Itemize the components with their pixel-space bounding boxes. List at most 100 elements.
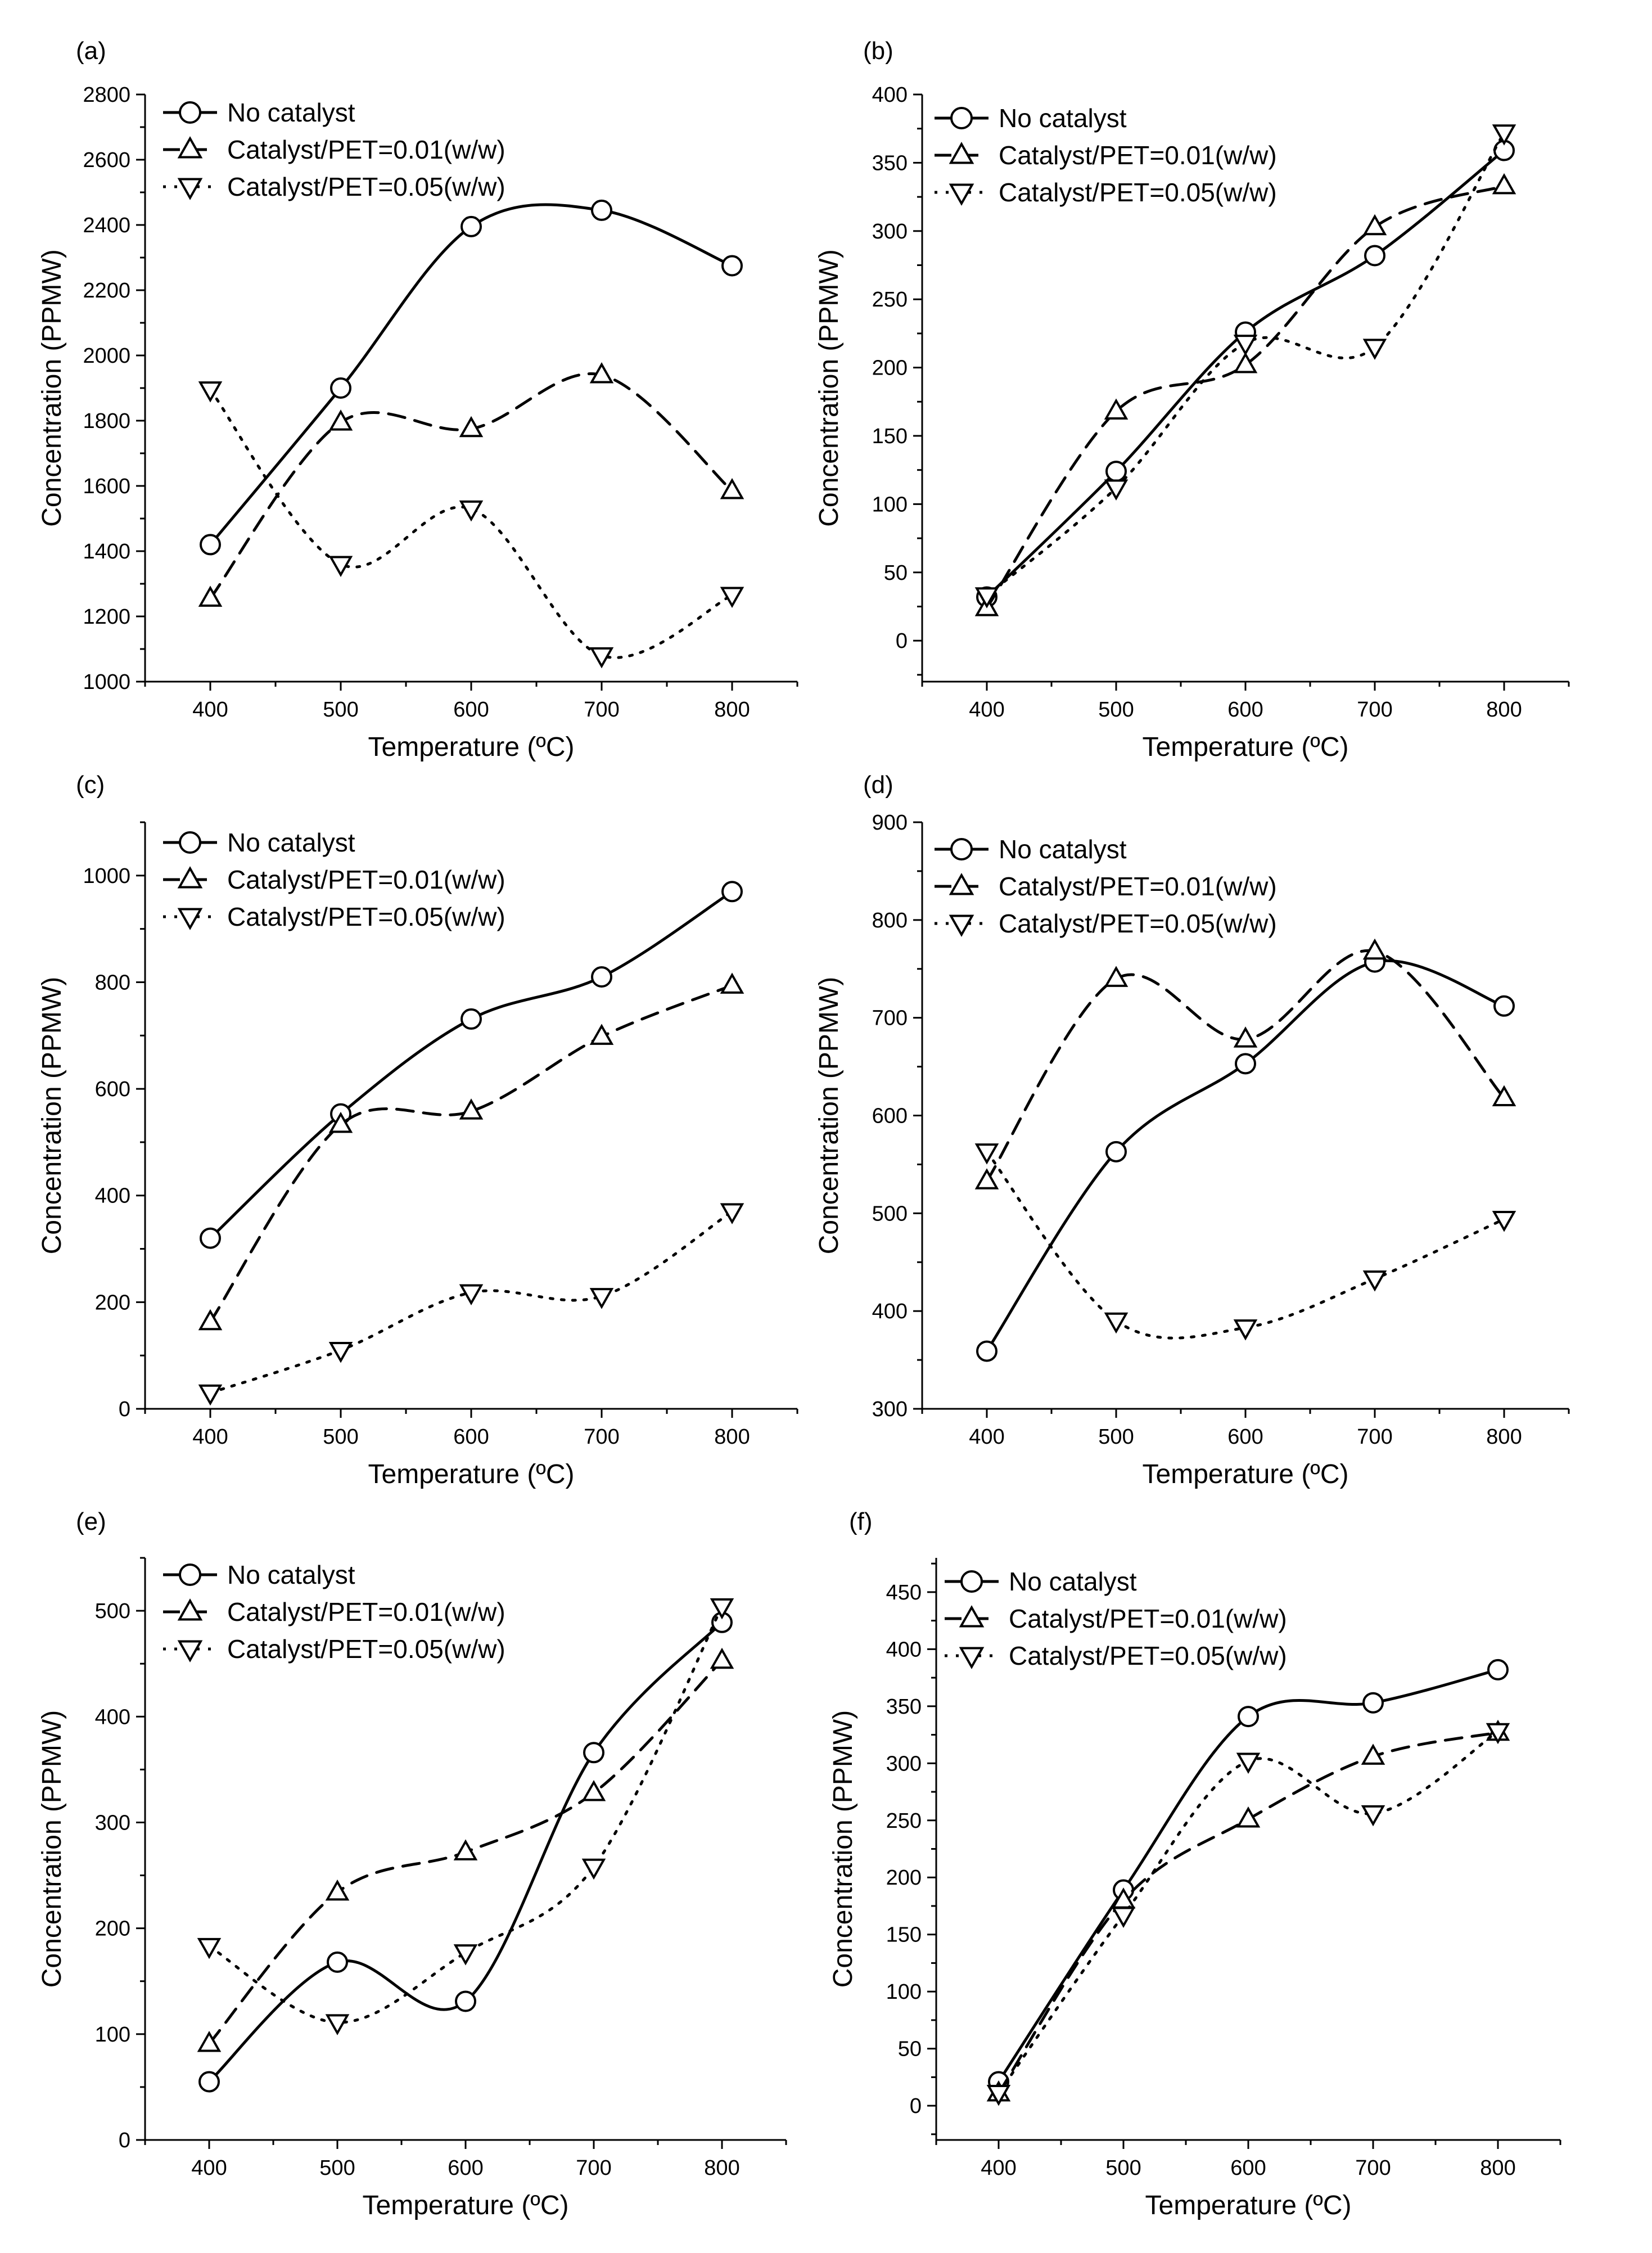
legend-label: Catalyst/PET=0.05(w/w): [227, 172, 505, 201]
y-axis-title: Concentration (PPMW): [37, 977, 67, 1254]
data-point: [459, 1284, 484, 1306]
data-point: [1233, 1319, 1258, 1341]
data-point: [1235, 1053, 1256, 1075]
x-tick-label: 600: [448, 2156, 483, 2180]
x-axis-title: Temperature (ºC): [368, 732, 575, 762]
x-tick-label: 400: [969, 1425, 1004, 1449]
legend-marker: [960, 1570, 983, 1593]
x-tick-label: 500: [323, 1425, 358, 1449]
y-tick-label: 0: [896, 629, 908, 653]
chart-panel: (f) 0 50 100 150 200 250 300 350 400 450 400 500 600 7…: [828, 1508, 1561, 2220]
y-tick-label: 350: [886, 1695, 922, 1719]
y-tick-label: 0: [119, 1398, 130, 1421]
x-tick-label: 800: [1486, 1425, 1522, 1449]
y-tick-label: 300: [872, 1398, 908, 1421]
data-point: [1236, 1806, 1261, 1828]
x-tick-label: 700: [1355, 2156, 1391, 2180]
series-line: [209, 372, 734, 600]
legend-label: Catalyst/PET=0.01(w/w): [227, 135, 505, 164]
x-tick-label: 500: [1105, 2156, 1141, 2180]
y-tick-label: 700: [872, 1007, 908, 1030]
data-point: [1105, 1141, 1127, 1162]
data-point: [710, 1647, 734, 1669]
legend-label: No catalyst: [999, 835, 1127, 864]
data-point: [1492, 124, 1516, 146]
data-point: [1486, 1723, 1510, 1745]
y-tick-label: 500: [95, 1599, 130, 1623]
data-point: [198, 1309, 223, 1331]
data-point: [197, 1937, 222, 1959]
legend-label: Catalyst/PET=0.05(w/w): [227, 902, 505, 931]
data-point: [459, 1098, 484, 1120]
y-tick-label: 2800: [83, 83, 130, 107]
panel-label: (d): [863, 771, 893, 799]
data-point: [325, 2014, 350, 2035]
data-point: [974, 1143, 999, 1165]
legend-label: No catalyst: [227, 1560, 355, 1589]
data-point: [974, 587, 999, 609]
data-point: [330, 377, 351, 399]
x-axis-title: Temperature (ºC): [1143, 1459, 1349, 1489]
legend-label: No catalyst: [999, 103, 1127, 133]
y-tick-label: 400: [872, 1300, 908, 1323]
data-point: [328, 1111, 353, 1133]
x-tick-label: 600: [453, 698, 489, 722]
y-tick-label: 200: [872, 357, 908, 380]
data-point: [721, 255, 743, 277]
series-line: [985, 131, 1506, 597]
y-tick-label: 2200: [83, 279, 130, 303]
data-point: [1361, 1805, 1385, 1827]
x-axis-title: Temperature (ºC): [1143, 732, 1349, 762]
y-tick-label: 1000: [83, 864, 130, 888]
x-tick-label: 700: [1357, 698, 1392, 722]
data-point: [1492, 1211, 1516, 1232]
data-point: [720, 587, 744, 609]
data-point: [581, 1858, 606, 1880]
legend-label: No catalyst: [227, 828, 355, 857]
data-point: [591, 199, 612, 221]
data-point: [200, 534, 221, 556]
x-tick-label: 600: [1227, 1425, 1263, 1449]
y-tick-label: 350: [872, 151, 908, 175]
y-tick-label: 100: [886, 1980, 922, 2004]
data-point: [198, 381, 223, 403]
y-tick-label: 2600: [83, 148, 130, 172]
series-line: [997, 1731, 1500, 2095]
chart-panel: (c) 0 200 400 600 800 1000 400 500 600 700 800 Tempe…: [37, 771, 798, 1489]
data-point: [1236, 1752, 1261, 1774]
data-point: [328, 556, 353, 577]
legend-label: Catalyst/PET=0.05(w/w): [1009, 1641, 1287, 1670]
series-line: [209, 388, 734, 659]
x-tick-label: 400: [981, 2156, 1016, 2180]
y-tick-label: 200: [886, 1866, 922, 1890]
y-tick-label: 150: [872, 425, 908, 448]
legend-marker: [949, 142, 974, 164]
data-point: [1104, 966, 1129, 987]
y-tick-label: 50: [884, 561, 908, 585]
y-tick-label: 250: [886, 1809, 922, 1833]
legend-marker: [179, 1563, 201, 1586]
panel-label: (b): [863, 37, 893, 65]
data-point: [328, 1341, 353, 1363]
data-point: [986, 2085, 1011, 2106]
series-line: [209, 203, 734, 546]
x-tick-label: 400: [191, 2156, 227, 2180]
data-point: [589, 1024, 614, 1045]
data-point: [1233, 335, 1258, 356]
data-point: [1105, 461, 1127, 483]
chart-panel: (a) 1000 1200 1400 1600 1800 2000 2200 2400 2600 2…: [37, 37, 798, 762]
x-axis-title: Temperature (ºC): [363, 2191, 569, 2220]
legend-label: No catalyst: [1009, 1567, 1137, 1596]
data-point: [581, 1780, 606, 1801]
y-tick-label: 800: [872, 909, 908, 932]
y-tick-label: 300: [872, 220, 908, 244]
x-tick-label: 800: [714, 1425, 750, 1449]
panel-label: (f): [849, 1508, 873, 1535]
data-point: [198, 1384, 223, 1406]
legend-marker: [950, 838, 973, 860]
data-point: [974, 1168, 999, 1189]
legend-marker: [177, 1598, 203, 1621]
legend-label: Catalyst/PET=0.01(w/w): [227, 865, 505, 894]
y-tick-label: 400: [886, 1638, 922, 1661]
y-tick-label: 900: [872, 811, 908, 835]
